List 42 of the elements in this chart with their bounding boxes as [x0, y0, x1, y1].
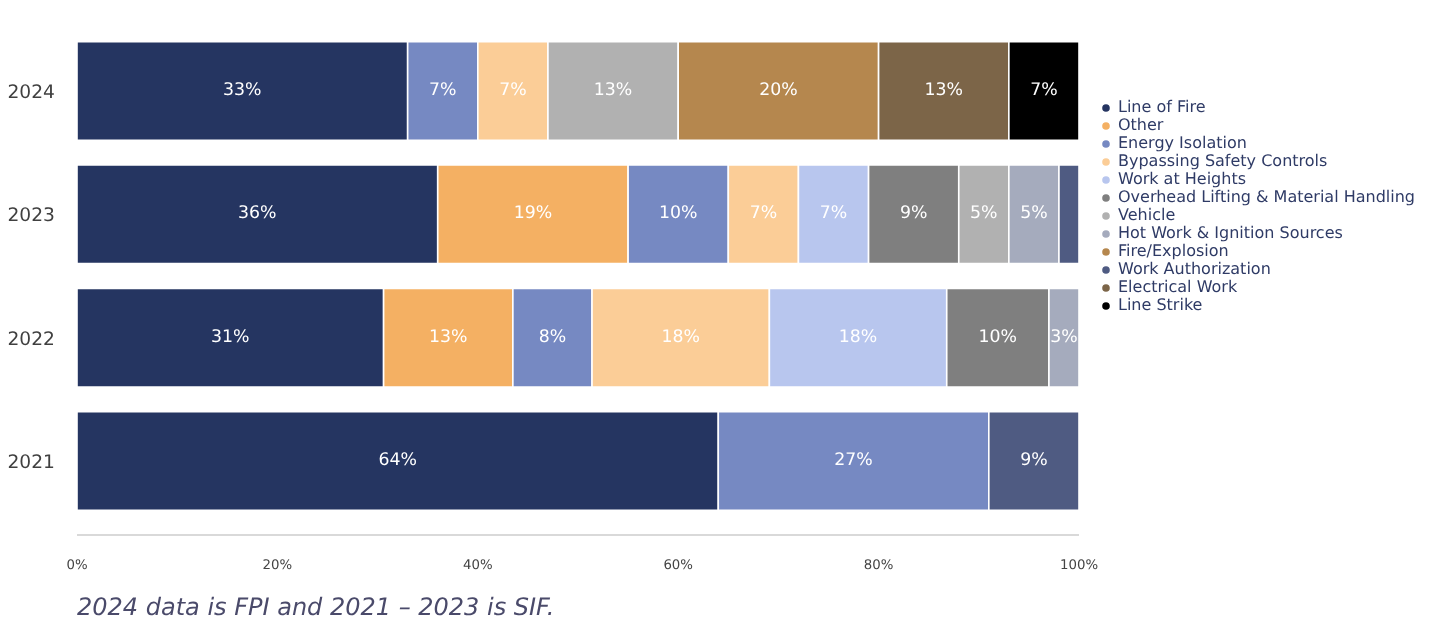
data-label: 18% — [838, 327, 878, 348]
legend-label: Electrical Work — [1118, 278, 1238, 296]
data-label: 33% — [223, 81, 262, 101]
data-label: 13% — [593, 81, 633, 101]
data-label: 27% — [834, 451, 873, 471]
legend-label: Overhead Lifting & Material Handling — [1118, 188, 1416, 206]
legend-label: Fire/Explosion — [1118, 242, 1229, 260]
data-label: 7% — [499, 81, 527, 101]
legend-label: Line of Fire — [1118, 98, 1206, 116]
data-label: 5% — [1020, 204, 1048, 225]
data-label: 9% — [1020, 451, 1048, 471]
legend-label: Energy Isolation — [1118, 134, 1247, 152]
data-label: 64% — [378, 451, 417, 471]
data-label: 18% — [661, 327, 700, 348]
legend-label: Hot Work & Ignition Sources — [1118, 224, 1343, 242]
data-label: 7% — [429, 81, 457, 101]
data-label: 36% — [238, 204, 277, 225]
data-label: 3% — [1050, 327, 1078, 348]
data-label: 20% — [759, 81, 798, 101]
legend-label: Other — [1118, 116, 1164, 134]
data-label: 5% — [970, 204, 998, 225]
data-label: 7% — [1030, 81, 1058, 101]
legend-label: Work Authorization — [1118, 260, 1271, 278]
data-label: 7% — [819, 204, 848, 225]
data-label: 8% — [538, 327, 567, 348]
legend-label: Line Strike — [1118, 296, 1203, 314]
y-tick-label: 2022 — [7, 328, 56, 351]
y-tick-label: 2024 — [7, 82, 56, 104]
text: 2024 data is FPI and 2021 – 2023 is SIF. — [77, 593, 555, 621]
data-label: 9% — [899, 204, 928, 225]
legend-label: Bypassing Safety Controls — [1118, 152, 1328, 170]
data-label: 13% — [429, 327, 468, 348]
data-label: 7% — [749, 204, 778, 225]
data-label: 31% — [211, 327, 250, 348]
legend-label: Work at Heights — [1118, 170, 1246, 188]
data-label: 13% — [924, 81, 963, 101]
data-label: 10% — [978, 327, 1018, 348]
y-tick-label: 2021 — [7, 452, 56, 474]
data-label: 10% — [658, 204, 698, 225]
y-tick-label: 2023 — [7, 205, 56, 228]
data-label: 19% — [513, 204, 553, 225]
legend-label: Vehicle — [1118, 206, 1176, 224]
